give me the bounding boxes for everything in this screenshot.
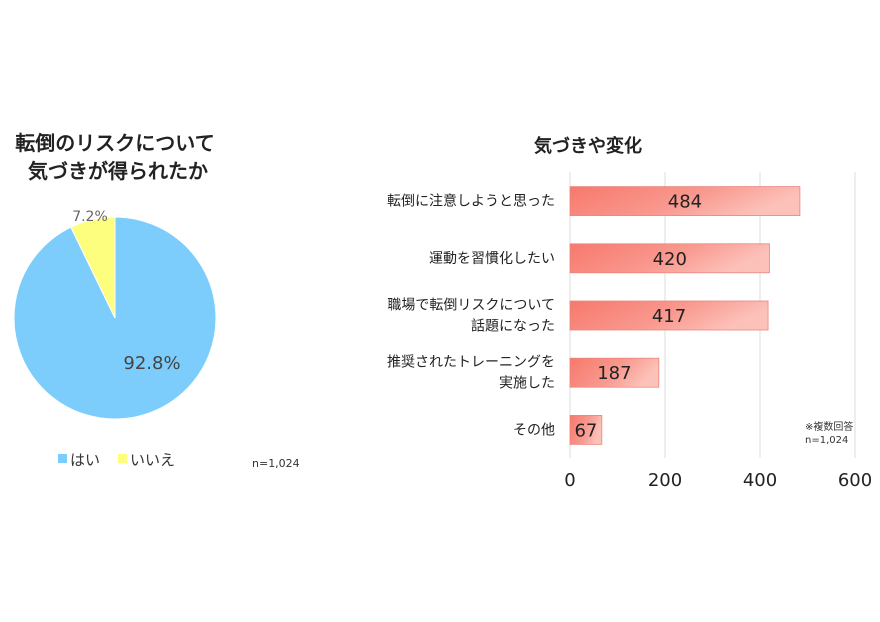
bar-value-label: 420 (653, 249, 687, 270)
legend-swatch (118, 454, 127, 463)
bar (569, 300, 769, 331)
category-label: その他 (513, 422, 555, 438)
x-tick-label: 200 (648, 470, 682, 491)
category-label: 話題になった (471, 318, 555, 335)
bar (569, 186, 801, 217)
bar (569, 357, 660, 388)
bar-chart: 0 200 400 600 484 転倒に注意しようと思った 420 運動を習慣化したい 417… (387, 172, 872, 491)
x-tick-label: 600 (838, 470, 872, 491)
bar-note-sample: n=1,024 (805, 435, 848, 446)
bar (569, 414, 603, 445)
category-label: 職場で転倒リスクについて (387, 298, 555, 314)
category-label: 推奨されたトレーニングを (387, 355, 555, 371)
legend-label: はい (70, 451, 100, 469)
pie-data-label: 92.8% (123, 353, 180, 374)
bar-note-multiple: ※複数回答 (805, 420, 853, 433)
pie-data-label: 7.2% (72, 209, 108, 225)
bar-value-label: 417 (652, 306, 686, 327)
bar-value-label: 484 (668, 192, 702, 213)
category-label: 運動を習慣化したい (429, 250, 555, 267)
pie-chart: 92.8% 7.2% (13, 209, 217, 420)
legend-label: いいえ (130, 451, 175, 469)
x-tick-label: 0 (564, 470, 575, 491)
pie-sample-note: n=1,024 (252, 457, 300, 470)
bar-value-label: 67 (574, 420, 597, 441)
category-label: 転倒に注意しようと思った (387, 193, 555, 210)
category-label: 実施した (499, 376, 555, 392)
pie-legend: はい いいえ (58, 451, 175, 469)
pie-title-line-2: 気づきが得られたか (28, 159, 208, 183)
bar-value-label: 187 (597, 363, 631, 384)
pie-slice-no (70, 216, 116, 319)
x-tick-label: 400 (743, 470, 777, 491)
pie-title-line-1: 転倒のリスクについて (15, 131, 214, 155)
bar (569, 243, 770, 274)
bar-title: 気づきや変化 (534, 135, 642, 157)
legend-swatch (58, 454, 67, 463)
